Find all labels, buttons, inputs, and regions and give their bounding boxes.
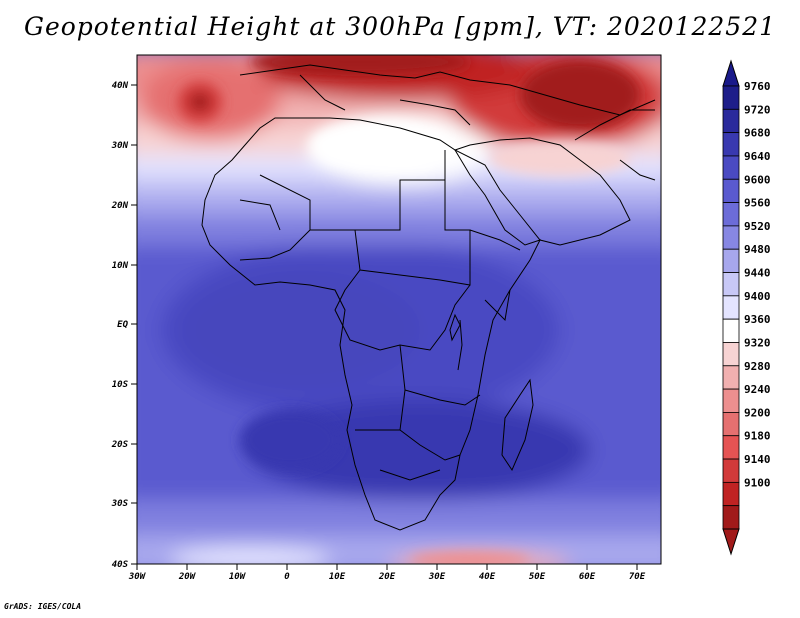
colorbar-swatch bbox=[722, 155, 740, 180]
lon-label: 40E bbox=[479, 572, 496, 582]
lon-label: 30E bbox=[428, 572, 446, 582]
colorbar-swatch bbox=[722, 108, 740, 134]
lat-labels: 40N 30N 20N 10N EQ 10S 20S 30S 40S bbox=[111, 81, 129, 570]
lon-label: 20E bbox=[378, 572, 396, 582]
colorbar-label: 9480 bbox=[744, 243, 771, 256]
colorbar-label: 9240 bbox=[744, 383, 771, 396]
lat-label: 10N bbox=[112, 261, 129, 271]
colorbar-label: 9180 bbox=[744, 430, 771, 443]
colorbar-label: 9760 bbox=[744, 80, 771, 93]
colorbar-label: 9440 bbox=[744, 267, 771, 280]
lon-labels: 30W 20W 10W 0 10E 20E 30E 40E 50E 60E 70… bbox=[128, 572, 646, 582]
plot-frame bbox=[136, 54, 662, 565]
colorbar: 9760 9720 9680 9640 9600 9560 9520 9480 9440 9400… bbox=[722, 59, 771, 556]
colorbar-swatch bbox=[722, 295, 740, 320]
lat-label: 40S bbox=[112, 560, 129, 570]
colorbar-label: 9680 bbox=[744, 127, 771, 140]
colorbar-label: 9520 bbox=[744, 220, 771, 233]
lon-label: 30W bbox=[128, 572, 147, 582]
colorbar-label: 9400 bbox=[744, 290, 771, 303]
colorbar-swatch bbox=[722, 505, 740, 530]
colorbar-swatch bbox=[722, 481, 740, 507]
lat-label: 30N bbox=[111, 141, 129, 151]
colorbar-label: 9280 bbox=[744, 360, 771, 373]
colorbar-swatch bbox=[722, 318, 740, 343]
lat-label: 40N bbox=[112, 81, 129, 91]
colorbar-swatch bbox=[722, 435, 740, 460]
height-field bbox=[137, 55, 661, 564]
colorbar-label: 9360 bbox=[744, 313, 771, 326]
lon-label: 70E bbox=[629, 572, 646, 582]
lat-label: EQ bbox=[117, 320, 128, 330]
colorbar-swatch bbox=[722, 202, 740, 227]
colorbar-label: 9320 bbox=[744, 336, 771, 349]
colorbar-label: 9600 bbox=[744, 173, 771, 186]
colorbar-label: 9100 bbox=[744, 476, 771, 489]
lon-label: 60E bbox=[579, 572, 596, 582]
coastlines bbox=[201, 64, 656, 531]
colorbar-swatch bbox=[722, 342, 740, 367]
colorbar-swatch bbox=[722, 412, 740, 437]
lat-label: 20N bbox=[111, 201, 129, 211]
colorbar-swatch bbox=[722, 248, 740, 273]
lon-label: 0 bbox=[284, 572, 290, 582]
colorbar-label: 9560 bbox=[744, 197, 771, 210]
lon-label: 20W bbox=[178, 572, 197, 582]
colorbar-label: 9200 bbox=[744, 406, 771, 419]
credit-label: GrADS: IGES/COLA bbox=[4, 602, 82, 611]
colorbar-label: 9720 bbox=[744, 103, 771, 116]
lat-label: 20S bbox=[111, 440, 129, 450]
colorbar-swatch bbox=[722, 388, 740, 413]
axis-ticks bbox=[131, 84, 638, 570]
colorbar-label: 9640 bbox=[744, 150, 771, 163]
colorbar-top-arrow bbox=[722, 59, 740, 87]
colorbar-label: 9140 bbox=[744, 453, 771, 466]
colorbar-swatch bbox=[722, 272, 740, 297]
colorbar-swatch bbox=[722, 85, 740, 110]
colorbar-swatch bbox=[722, 225, 740, 250]
lon-label: 10W bbox=[229, 572, 247, 582]
map-title: Geopotential Height at 300hPa [gpm], VT:… bbox=[23, 12, 777, 41]
lon-label: 10E bbox=[329, 572, 346, 582]
colorbar-swatch bbox=[722, 178, 740, 203]
colorbar-swatch bbox=[722, 365, 740, 390]
lon-label: 50E bbox=[529, 572, 546, 582]
colorbar-swatch bbox=[722, 132, 740, 157]
colorbar-swatch bbox=[722, 458, 740, 483]
lat-label: 10S bbox=[112, 380, 129, 390]
colorbar-bottom-arrow bbox=[722, 528, 740, 556]
lat-label: 30S bbox=[111, 499, 129, 509]
